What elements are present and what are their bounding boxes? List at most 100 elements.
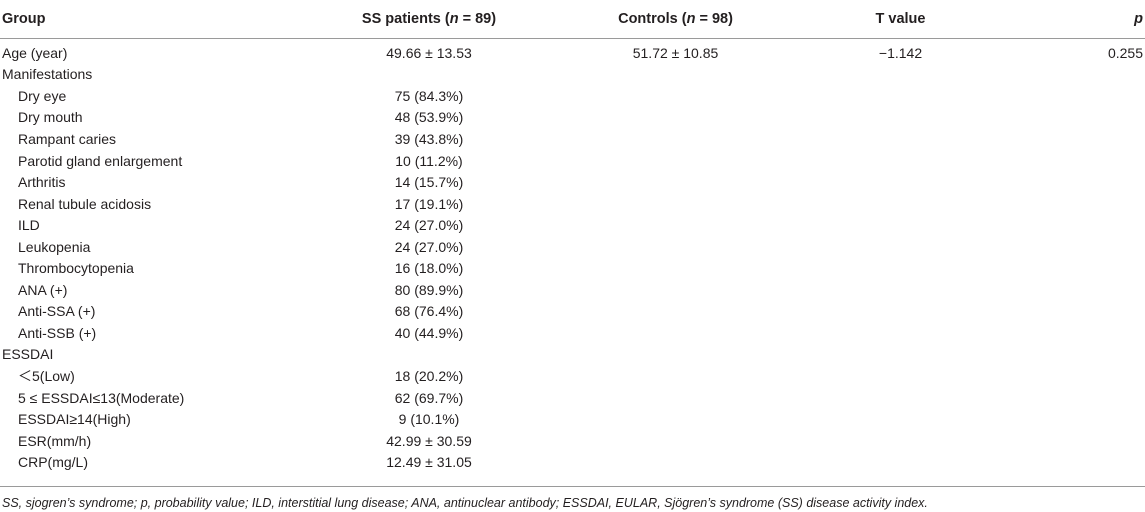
cell-p-value <box>998 214 1145 236</box>
cell-p-value <box>998 193 1145 215</box>
cell-ss-patients <box>310 64 548 86</box>
cell-controls <box>548 365 803 387</box>
cell-ss-patients <box>310 344 548 366</box>
table-row: ILD 24 (27.0%) <box>0 214 1145 236</box>
row-label: ESR(mm/h) <box>18 432 92 449</box>
row-label: Rampant caries <box>18 130 117 147</box>
cell-p-value <box>998 365 1145 387</box>
cell-p-value <box>998 171 1145 193</box>
cell-t-value <box>803 451 998 473</box>
cell-ss-patients: 62 (69.7%) <box>394 389 464 406</box>
table-row: ANA (+) 80 (89.9%) <box>0 279 1145 301</box>
row-label: ESSDAI <box>2 346 54 363</box>
row-label: CRP(mg/L) <box>18 454 89 471</box>
table-row: ESSDAI≥14(High) 9 (10.1%) <box>0 408 1145 430</box>
table-row: Age (year) 49.66 ± 13.53 51.72 ± 10.85 −1.1… <box>0 39 1145 64</box>
table-row: ESR(mm/h) 42.99 ± 30.59 <box>0 430 1145 452</box>
row-label: ILD <box>18 217 40 234</box>
header-ss-patients: SS patients (n = 89) <box>310 0 548 39</box>
cell-t-value <box>803 322 998 344</box>
table-footnote: SS, sjogren’s syndrome; p, probability v… <box>2 496 928 510</box>
cell-controls <box>548 193 803 215</box>
cell-t-value <box>803 365 998 387</box>
table-row: ESSDAI <box>0 344 1145 366</box>
cell-t-value <box>803 85 998 107</box>
table-row: Manifestations <box>0 64 1145 86</box>
row-label: Dry eye <box>18 87 67 104</box>
cell-p-value <box>998 150 1145 172</box>
cell-p-value <box>998 64 1145 86</box>
table-row: Anti-SSA (+) 68 (76.4%) <box>0 301 1145 323</box>
cell-ss-patients: 9 (10.1%) <box>398 411 460 428</box>
cell-controls <box>548 430 803 452</box>
row-label: Dry mouth <box>18 109 83 126</box>
cell-ss-patients: 49.66 ± 13.53 <box>386 44 472 61</box>
cell-t-value <box>803 408 998 430</box>
table-bottom-rule <box>0 486 1145 487</box>
cell-ss-patients: 18 (20.2%) <box>394 367 464 384</box>
cell-controls <box>548 171 803 193</box>
cell-p-value <box>998 279 1145 301</box>
row-label: ANA (+) <box>18 281 68 298</box>
table-row: Arthritis 14 (15.7%) <box>0 171 1145 193</box>
cell-p-value <box>998 301 1145 323</box>
cell-p-value <box>998 107 1145 129</box>
row-label: ESSDAI≥14(High) <box>18 411 131 428</box>
cell-ss-patients: 24 (27.0%) <box>394 238 464 255</box>
cell-ss-patients: 14 (15.7%) <box>394 174 464 191</box>
cell-t-value <box>803 344 998 366</box>
cell-ss-patients: 80 (89.9%) <box>394 281 464 298</box>
row-label: Leukopenia <box>18 238 91 255</box>
cell-p-value <box>998 408 1145 430</box>
cell-controls <box>548 128 803 150</box>
cell-t-value <box>803 193 998 215</box>
table-row: Anti-SSB (+) 40 (44.9%) <box>0 322 1145 344</box>
cell-controls <box>548 257 803 279</box>
header-t-value: T value <box>803 0 998 39</box>
cell-t-value <box>803 387 998 409</box>
cell-controls <box>548 322 803 344</box>
cell-t-value <box>803 279 998 301</box>
cell-t-value: −1.142 <box>878 44 923 61</box>
cell-t-value <box>803 430 998 452</box>
cell-ss-patients: 39 (43.8%) <box>394 130 464 147</box>
table-row: Thrombocytopenia 16 (18.0%) <box>0 257 1145 279</box>
cell-ss-patients: 17 (19.1%) <box>394 195 464 212</box>
demographics-table: Group SS patients (n = 89) Controls (n =… <box>0 0 1145 473</box>
cell-controls <box>548 344 803 366</box>
table-row: Leukopenia 24 (27.0%) <box>0 236 1145 258</box>
row-label: Manifestations <box>2 66 93 83</box>
cell-ss-patients: 24 (27.0%) <box>394 217 464 234</box>
cell-ss-patients: 10 (11.2%) <box>395 152 463 169</box>
table-row: Parotid gland enlargement 10 (11.2%) <box>0 150 1145 172</box>
cell-controls <box>548 301 803 323</box>
cell-t-value <box>803 257 998 279</box>
cell-ss-patients: 12.49 ± 31.05 <box>386 454 472 471</box>
cell-p-value <box>998 451 1145 473</box>
cell-controls <box>548 150 803 172</box>
row-label: Parotid gland enlargement <box>18 152 183 169</box>
table-row: Rampant caries 39 (43.8%) <box>0 128 1145 150</box>
cell-p-value <box>998 236 1145 258</box>
row-label: 5 ≤ ESSDAI≤13(Moderate) <box>18 389 185 406</box>
cell-t-value <box>803 150 998 172</box>
cell-t-value <box>803 214 998 236</box>
cell-p-value <box>998 344 1145 366</box>
cell-t-value <box>803 128 998 150</box>
cell-t-value <box>803 171 998 193</box>
table-row: Dry eye 75 (84.3%) <box>0 85 1145 107</box>
cell-ss-patients: 75 (84.3%) <box>394 87 464 104</box>
cell-t-value <box>803 236 998 258</box>
cell-p-value <box>998 322 1145 344</box>
table-row: 5 ≤ ESSDAI≤13(Moderate) 62 (69.7%) <box>0 387 1145 409</box>
cell-p-value <box>998 128 1145 150</box>
cell-controls <box>548 236 803 258</box>
row-label: Arthritis <box>18 174 66 191</box>
cell-p-value <box>998 430 1145 452</box>
cell-ss-patients: 48 (53.9%) <box>394 109 464 126</box>
row-label: Age (year) <box>2 44 68 61</box>
cell-controls <box>548 279 803 301</box>
row-label: Anti-SSA (+) <box>18 303 96 320</box>
cell-controls <box>548 64 803 86</box>
